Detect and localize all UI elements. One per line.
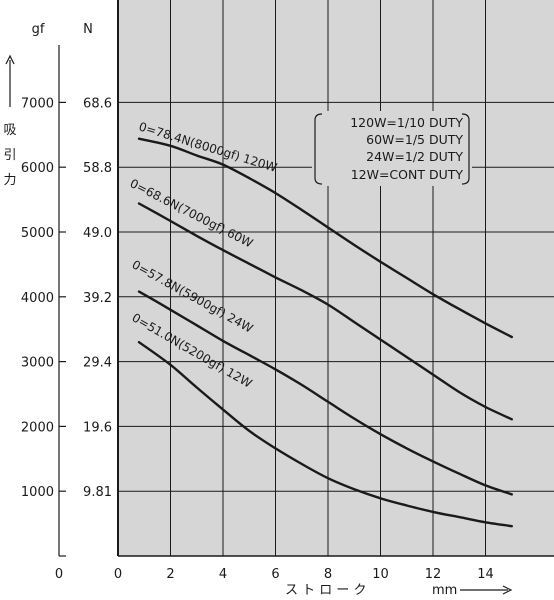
x-axis-arrowhead [502, 585, 513, 595]
legend-left-bracket [314, 113, 323, 185]
y-axis-label-char: 引 [3, 148, 16, 163]
x-axis-unit: mm [432, 583, 457, 598]
outer-x-zero-label: 0 [55, 567, 63, 582]
y-tick-label-gf: 3000 [21, 356, 54, 371]
y-axis-label-char: 力 [3, 173, 16, 188]
x-ticks: 0 2 4 6 8 10 12 14 [114, 567, 494, 582]
y-tick-label-gf: 6000 [21, 161, 54, 176]
series-line-120w [137, 137, 513, 339]
y-tick-label-n: 9.81 [83, 485, 112, 500]
y-ticks-n: 9.81 19.6 29.4 39.2 49.0 58.8 68.6 [83, 96, 112, 500]
y-axis-label-char: 吸 [3, 123, 16, 138]
series-line-60w [137, 202, 513, 421]
y-tick-label-gf: 1000 [21, 485, 54, 500]
y-tick-label-gf: 2000 [21, 420, 54, 435]
y-tick-label-gf: 5000 [21, 226, 54, 241]
plot-area [118, 0, 554, 556]
x-tick-label: 8 [324, 567, 332, 582]
y-tick-label-n: 39.2 [83, 291, 112, 306]
x-tick-label: 4 [219, 567, 227, 582]
n-unit-label: N [83, 22, 93, 37]
legend-entry: 60W=1/5 DUTY [366, 132, 463, 147]
legend-entry: 24W=1/2 DUTY [366, 149, 463, 164]
y-tick-label-n: 19.6 [83, 420, 112, 435]
y-axis-label: 吸引力 [3, 123, 16, 188]
y-tick-label-n: 49.0 [83, 226, 112, 241]
axes [58, 0, 554, 557]
x-tick-label: 12 [425, 567, 442, 582]
legend-right-bracket [461, 113, 470, 185]
y-tick-label-gf: 7000 [21, 96, 54, 111]
y-axis-arrowhead [5, 54, 15, 65]
legend-background [312, 111, 472, 186]
x-tick-label: 6 [271, 567, 279, 582]
gf-unit-label: gf [32, 22, 45, 37]
y-tick-label-n: 68.6 [83, 96, 112, 111]
curves [137, 137, 513, 528]
y-tick-label-gf: 4000 [21, 291, 54, 306]
series-line-12w [137, 341, 513, 528]
legend-entry: 12W=CONT DUTY [351, 167, 464, 182]
x-axis-label: ス ト ロ ー ク [285, 583, 367, 598]
y-tick-label-n: 29.4 [83, 356, 112, 371]
x-tick-label: 14 [477, 567, 494, 582]
y-tick-label-n: 58.8 [83, 161, 112, 176]
series-line-24w [137, 290, 513, 496]
legend: 120W=1/10 DUTY 60W=1/5 DUTY 24W=1/2 DUTY… [312, 111, 472, 186]
x-tick-label: 10 [372, 567, 389, 582]
x-tick-label: 2 [166, 567, 174, 582]
x-tick-label: 0 [114, 567, 122, 582]
legend-entry: 120W=1/10 DUTY [350, 115, 463, 130]
y-ticks-gf: 1000 2000 3000 4000 5000 6000 7000 [21, 96, 66, 500]
